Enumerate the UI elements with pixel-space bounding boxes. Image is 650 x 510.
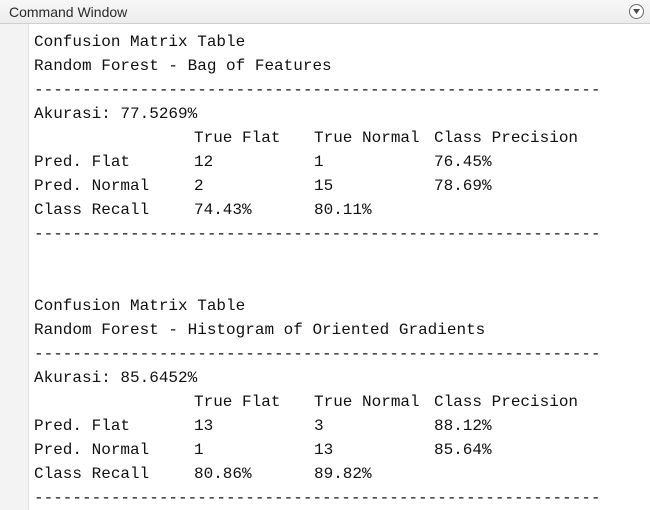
table-cell: 13	[314, 441, 334, 459]
row-label: Pred. Flat	[34, 153, 131, 171]
table-cell: 78.69%	[434, 177, 492, 195]
header-true-normal: True Normal	[314, 129, 420, 147]
row-label: Pred. Flat	[34, 417, 131, 435]
table-cell: 89.82%	[314, 465, 372, 483]
table-cell: 85.64%	[434, 441, 492, 459]
window-title: Command Window	[9, 4, 128, 20]
chevron-down-circle-icon[interactable]	[629, 4, 644, 19]
table-cell: 88.12%	[434, 417, 492, 435]
table-row: Pred. Flat 12 1 76.45%	[34, 150, 634, 174]
header-true-normal: True Normal	[314, 393, 420, 411]
separator-line: ----------------------------------------…	[34, 81, 601, 99]
table-subtitle: Random Forest - Histogram of Oriented Gr…	[34, 321, 486, 339]
row-label: Pred. Normal	[34, 177, 150, 195]
table-heading: Confusion Matrix Table	[34, 33, 246, 51]
table-header-row: True Flat True Normal Class Precision	[34, 390, 634, 414]
table-cell: 12	[194, 153, 214, 171]
console-gutter	[0, 24, 29, 510]
console-output[interactable]: Confusion Matrix Table Random Forest - B…	[34, 30, 644, 510]
table-row: Pred. Flat 13 3 88.12%	[34, 414, 634, 438]
table-cell: 80.11%	[314, 201, 372, 219]
table-heading: Confusion Matrix Table	[34, 297, 246, 315]
separator-line: ----------------------------------------…	[34, 225, 601, 243]
accuracy-text: Akurasi: 85.6452%	[34, 369, 198, 387]
header-true-flat: True Flat	[194, 393, 281, 411]
table-cell: 2	[194, 177, 204, 195]
table-cell: 1	[194, 441, 204, 459]
table-cell: 15	[314, 177, 334, 195]
table-cell: 3	[314, 417, 324, 435]
header-true-flat: True Flat	[194, 129, 281, 147]
row-label: Class Recall	[34, 201, 150, 219]
table-subtitle: Random Forest - Bag of Features	[34, 57, 332, 75]
table-row: Pred. Normal 2 15 78.69%	[34, 174, 634, 198]
table-header-row: True Flat True Normal Class Precision	[34, 126, 634, 150]
row-label: Pred. Normal	[34, 441, 150, 459]
header-class-precision: Class Precision	[434, 393, 579, 411]
header-class-precision: Class Precision	[434, 129, 579, 147]
table-cell: 80.86%	[194, 465, 252, 483]
table-row: Class Recall 80.86% 89.82%	[34, 462, 634, 486]
window-titlebar: Command Window	[0, 0, 650, 24]
table-cell: 76.45%	[434, 153, 492, 171]
separator-line: ----------------------------------------…	[34, 489, 601, 507]
table-cell: 1	[314, 153, 324, 171]
table-cell: 13	[194, 417, 214, 435]
table-cell: 74.43%	[194, 201, 252, 219]
table-row: Class Recall 74.43% 80.11%	[34, 198, 634, 222]
row-label: Class Recall	[34, 465, 150, 483]
table-row: Pred. Normal 1 13 85.64%	[34, 438, 634, 462]
accuracy-text: Akurasi: 77.5269%	[34, 105, 198, 123]
separator-line: ----------------------------------------…	[34, 345, 601, 363]
